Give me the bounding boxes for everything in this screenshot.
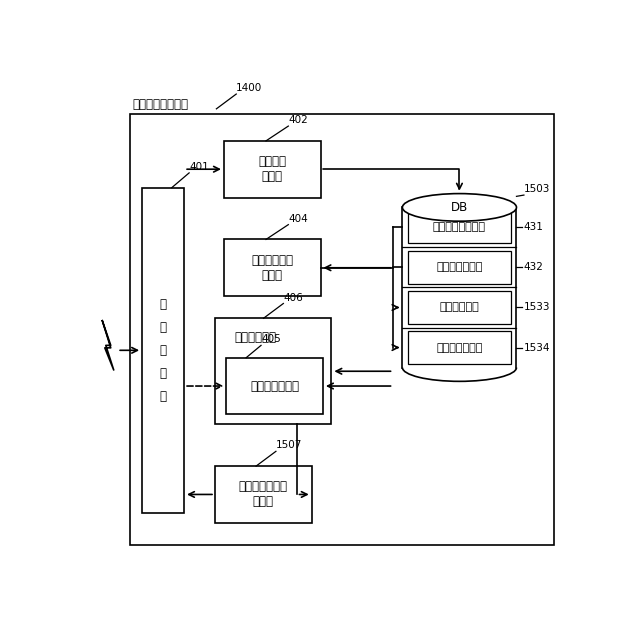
Text: 生体情報
取得部: 生体情報 取得部 bbox=[258, 155, 286, 183]
Bar bbox=[142, 188, 184, 513]
Text: 1534: 1534 bbox=[524, 342, 550, 353]
Text: ラベリング結果
通知部: ラベリング結果 通知部 bbox=[239, 481, 288, 508]
Text: 情報処理システム: 情報処理システム bbox=[132, 99, 188, 111]
Text: ラベリング結果: ラベリング結果 bbox=[436, 342, 483, 353]
Text: ラベリング部: ラベリング部 bbox=[235, 331, 276, 344]
Bar bbox=[215, 318, 332, 424]
Text: 通
信
制
御
部: 通 信 制 御 部 bbox=[159, 298, 166, 403]
Bar bbox=[227, 358, 323, 414]
Bar bbox=[408, 291, 511, 324]
Bar bbox=[408, 211, 511, 243]
Text: 1400: 1400 bbox=[236, 83, 262, 93]
Text: 1507: 1507 bbox=[276, 440, 302, 451]
Text: グループ抽出部: グループ抽出部 bbox=[250, 380, 299, 392]
Text: 404: 404 bbox=[289, 214, 308, 223]
Text: ラベリング用情報: ラベリング用情報 bbox=[433, 223, 486, 232]
Text: 時系列生体情報: 時系列生体情報 bbox=[436, 262, 483, 273]
Text: DB: DB bbox=[451, 201, 468, 214]
Bar bbox=[224, 141, 321, 198]
Ellipse shape bbox=[403, 193, 516, 221]
Text: 432: 432 bbox=[524, 262, 543, 273]
Text: 402: 402 bbox=[289, 115, 308, 125]
Text: 405: 405 bbox=[261, 334, 281, 344]
Text: 401: 401 bbox=[189, 162, 209, 172]
Bar bbox=[129, 114, 554, 545]
Bar bbox=[215, 466, 312, 523]
Text: 関係性モデル: 関係性モデル bbox=[440, 303, 479, 312]
Bar bbox=[408, 332, 511, 364]
Text: 1533: 1533 bbox=[524, 303, 550, 312]
Bar bbox=[408, 252, 511, 284]
Text: 431: 431 bbox=[524, 223, 543, 232]
Text: 1503: 1503 bbox=[524, 184, 550, 194]
Bar bbox=[224, 239, 321, 296]
Text: 関係性モデル
生成部: 関係性モデル 生成部 bbox=[251, 253, 293, 282]
Text: 406: 406 bbox=[284, 292, 303, 303]
